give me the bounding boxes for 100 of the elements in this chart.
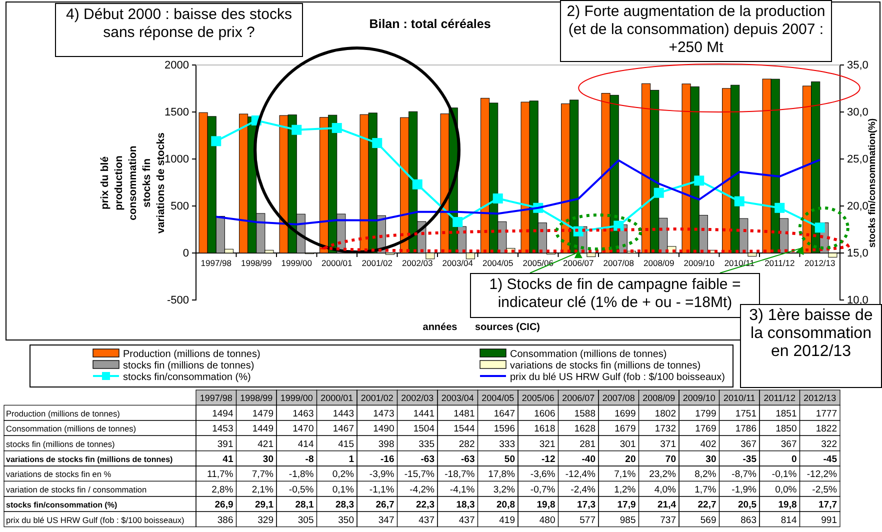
x-tick-label: 1997/98 [200,258,232,268]
x-tick-label: 2007/08 [603,258,634,268]
data-label: 1490 [373,424,394,435]
x-tick-label: 2002/03 [402,258,434,268]
x-tick-label: 2003/04 [442,258,474,268]
text: -18,7% [444,469,476,480]
data-label: 50 [504,454,515,465]
data-label: -35 [742,454,758,465]
category-label: 2009/10 [682,393,716,404]
data-label: 1679 [614,424,636,435]
x-tick-label: 2004/05 [482,258,514,268]
text: -0,5% [288,484,314,496]
data-label: 1473 [373,408,394,420]
text: -15,7% [404,469,436,480]
y2-tick-label: 10,0 [847,294,868,307]
data-label: 391 [217,438,234,450]
x-tick-label: 2006/07 [563,258,594,268]
category-label: 2003/04 [441,393,474,404]
data-label: 1467 [332,424,354,435]
data-label: 1481 [454,408,475,420]
data-label: 22,7 [698,500,716,511]
category-label: 2001/02 [360,393,394,404]
data-label: 17,7 [818,500,837,511]
data-label: 28,3 [336,500,354,511]
data-label: -63 [420,454,434,465]
data-label: 386 [217,514,234,526]
data-label: 414 [298,438,314,450]
category-label: 2007/08 [602,393,635,404]
data-label: 41 [222,454,234,465]
data-label: 70 [665,454,676,465]
data-label: 20 [625,454,636,465]
data-label: 1606 [534,408,556,420]
text: -1,8% [288,469,314,480]
data-label: 28,1 [295,500,314,511]
data-label: 1 [348,454,355,465]
text: -4,2% [410,484,436,496]
data-label: -16 [380,454,394,465]
data-label: 322 [821,438,837,450]
category-label: 2006/07 [562,393,595,404]
annotation: 1) Stocks de fin de campagne faible = indicateur clé (1% de + ou - =18Mt) [489,276,741,311]
data-label: 415 [338,438,354,450]
data-label: 301 [620,438,636,450]
data-label: 1618 [534,424,556,435]
data-label: 1751 [735,408,756,420]
data-label: 1544 [454,424,475,435]
data-label: 350 [338,514,354,526]
data-label: 991 [821,514,837,526]
text: Consommation (millions de tonnes) [6,424,136,434]
text: variations de stocks fin (millions de tonnes) [6,455,173,464]
data-label: 1479 [252,408,274,420]
text: -2,5% [812,484,838,496]
x-tick-label: 2012/13 [804,258,836,268]
x-tick-label: 1999/00 [281,258,312,268]
text: -0,7% [530,484,556,496]
data-label: 985 [620,514,636,526]
y2-tick-label: 25,0 [847,154,868,166]
data-label: 1504 [413,424,434,435]
data-label: 347 [378,514,394,526]
data-label: 19,8 [778,500,797,511]
legend-label: stocks fin (millions de tonnes) [123,360,254,372]
text: -0,1% [772,469,798,480]
data-label: 30 [706,454,716,465]
data-label: 1443 [332,408,354,420]
category-label: 2012/13 [804,393,836,404]
category-label: 1997/98 [200,393,232,404]
text: 17,8% [488,469,516,480]
data-label: 437 [458,514,475,526]
category-label: 2000/01 [320,393,354,404]
text: 4) Début 2000 : baisse des stocks sans réponse de prix ? [55,3,303,57]
data-label: 1699 [614,408,636,420]
data-label: 419 [499,514,515,526]
x-tick-label: 2001/02 [362,258,393,268]
data-label: 17,3 [577,500,596,511]
text: 2,1% [252,484,274,496]
data-label: 1799 [695,408,716,420]
text: -12,4% [565,469,596,480]
text: 1,7% [694,484,717,496]
data-label: 26,7 [376,500,394,511]
data-label: 22,3 [416,500,434,511]
text: 2) Forte augmentation de la production (et de la consommation) depuis 2007 : +250 Mt [560,0,832,62]
y-tick-label: -500 [166,294,189,307]
data-label: -40 [582,454,596,465]
category-label: 2008/09 [642,393,676,404]
data-label: 1588 [574,408,596,420]
data-label: 281 [580,438,596,450]
legend-label: stocks fin/consommation (%) [123,372,251,383]
data-label: 17,9 [617,500,636,511]
data-label: 421 [258,438,274,450]
text: -2,4% [570,484,596,496]
x-tick-label: 2000/01 [322,258,353,268]
text: 11,7% [207,469,234,480]
data-label: 29,1 [255,500,274,511]
legend-label: Consommation (millions de tonnes) [510,349,667,360]
x-axis-title: années [422,322,458,333]
data-label: 26,9 [214,500,234,511]
data-label: 577 [580,514,596,526]
y2-axis-title: stocks fin/consommation(%) [867,118,878,248]
text: prix du blé US HRW Gulf (fob : $/100 boisseaux) [6,514,184,525]
text: 2,8% [212,484,234,496]
text: -1,9% [732,484,758,496]
